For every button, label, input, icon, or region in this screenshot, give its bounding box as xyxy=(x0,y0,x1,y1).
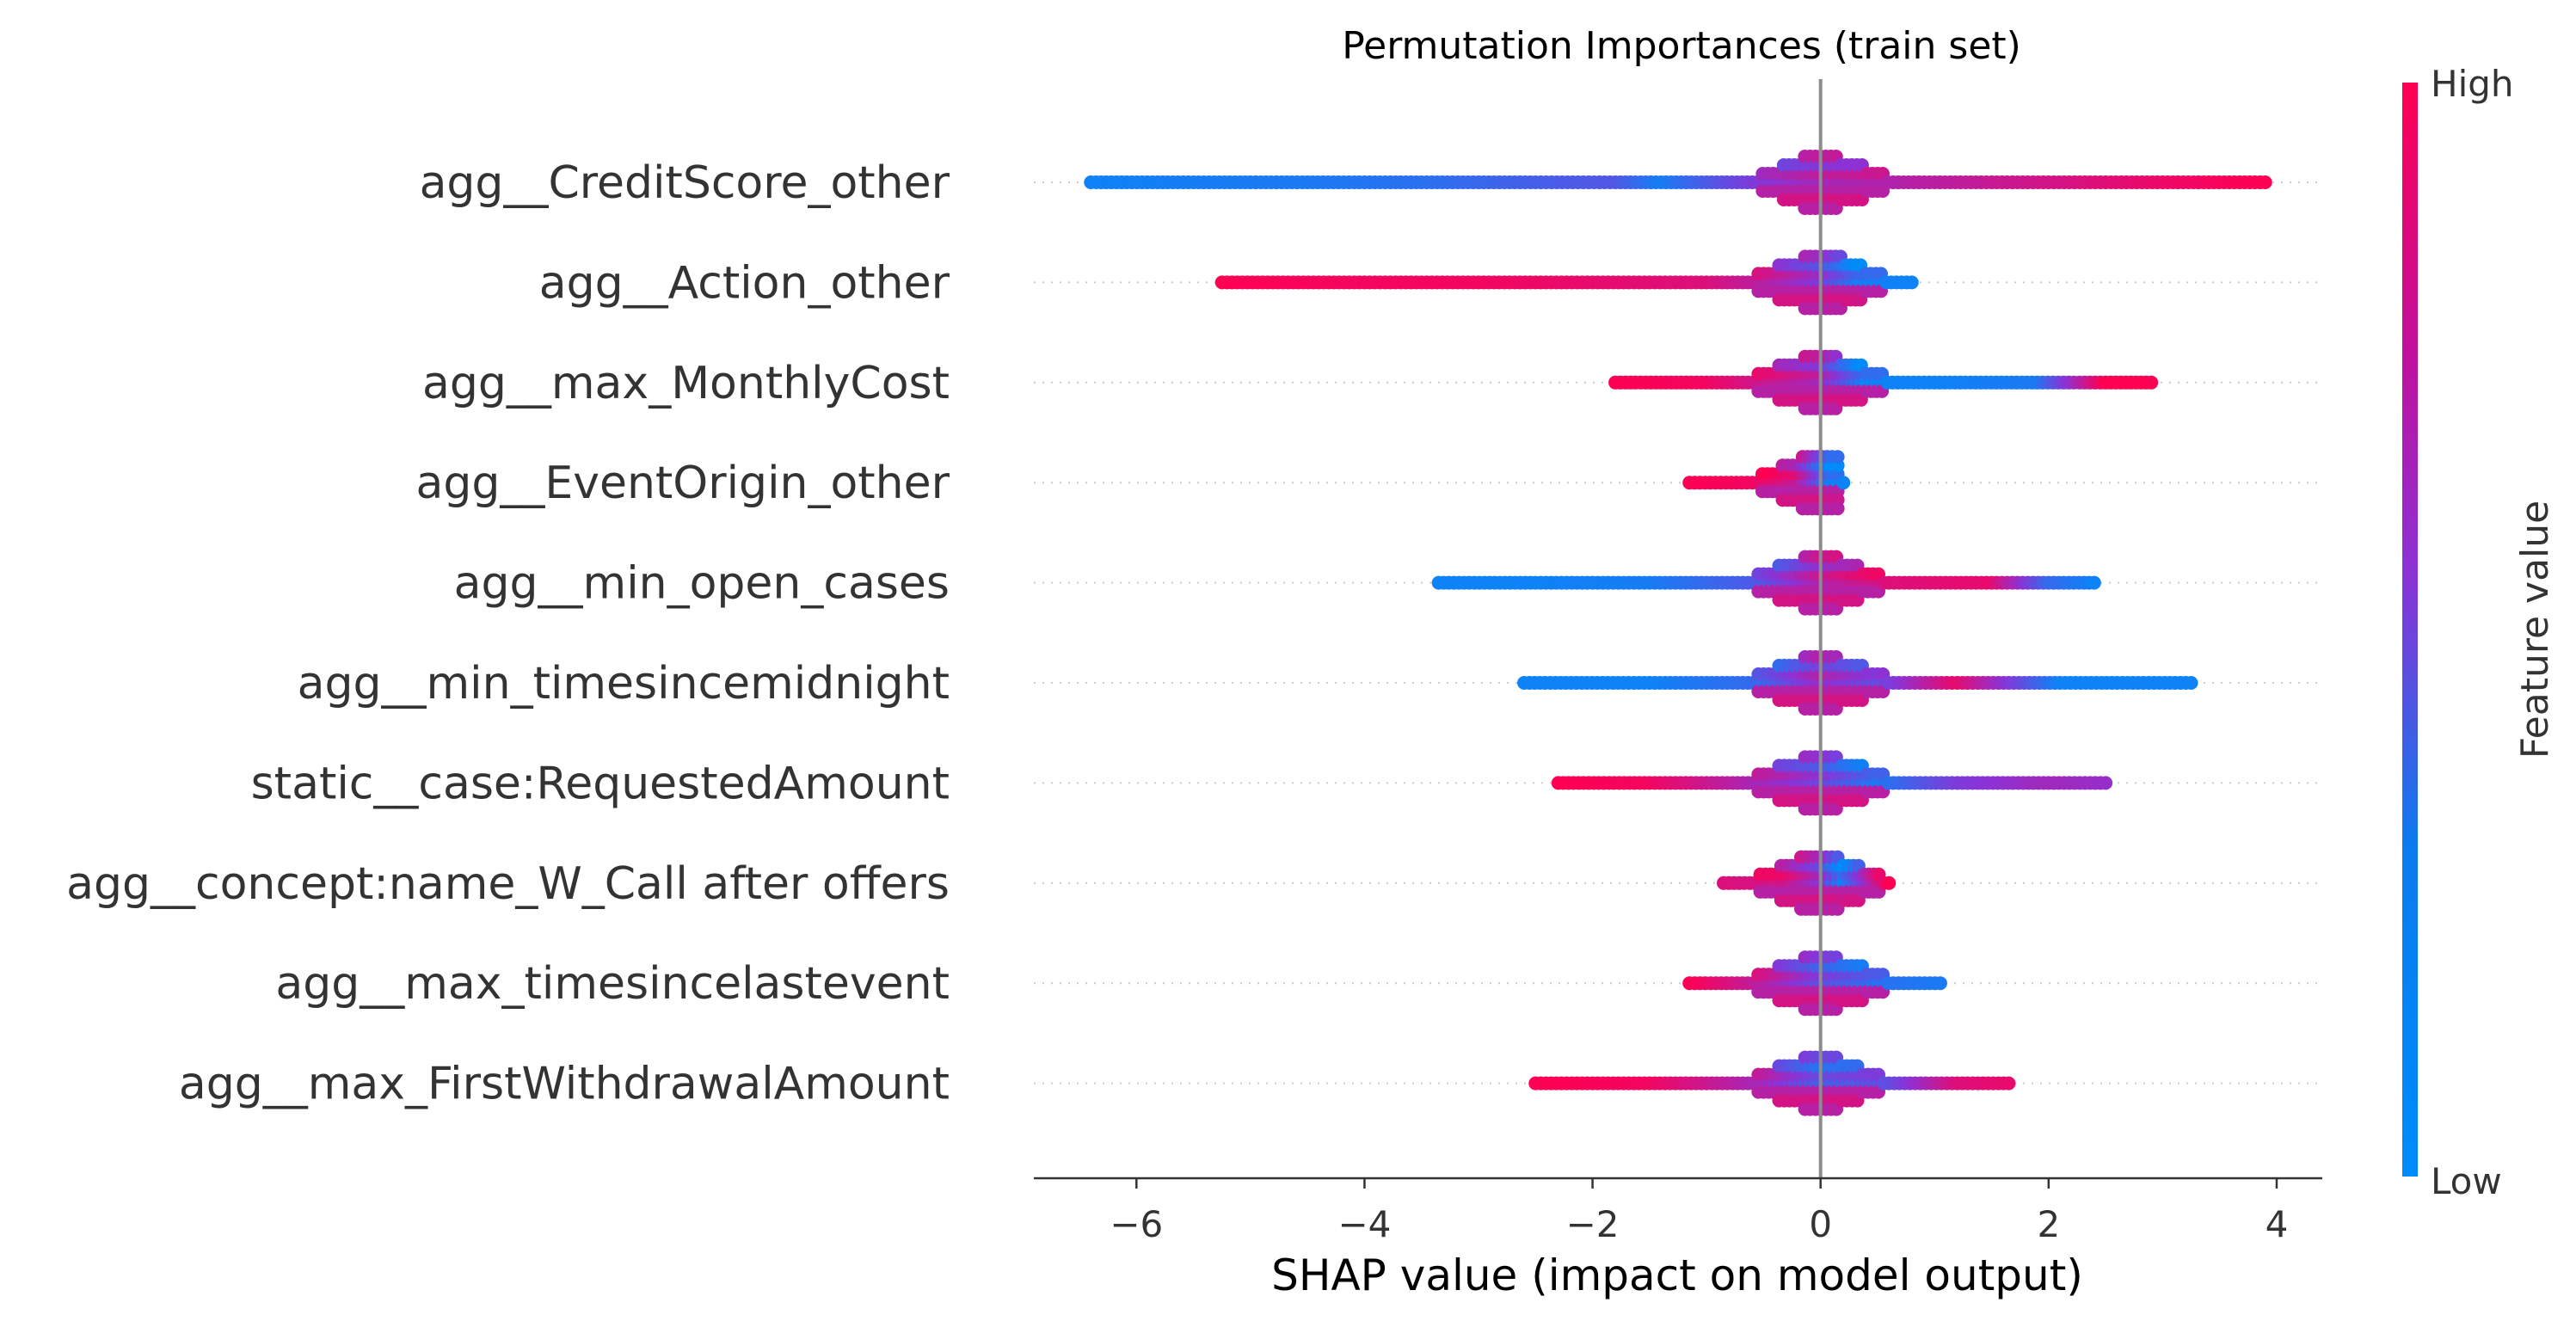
feature-row-points xyxy=(1717,850,1897,916)
x-tick-label: 0 xyxy=(1809,1203,1832,1245)
x-tick-label: −4 xyxy=(1337,1203,1391,1245)
feature-row-points xyxy=(1682,950,1947,1017)
x-tick-label: 4 xyxy=(2266,1203,2289,1245)
feature-row-points xyxy=(1608,349,2159,415)
feature-label: static__case:RequestedAmount xyxy=(251,758,950,809)
chart-title: Permutation Importances (train set) xyxy=(1342,24,2021,68)
shap-point xyxy=(1830,450,1845,464)
feature-label: agg__max_timesincelastevent xyxy=(275,958,950,1010)
feature-label: agg__EventOrigin_other xyxy=(415,458,950,509)
shap-point xyxy=(2258,175,2272,189)
feature-label: agg__max_MonthlyCost xyxy=(422,358,950,409)
shap-point xyxy=(1904,275,1919,290)
x-tick-label: −6 xyxy=(1110,1203,1163,1245)
feature-label: agg__min_timesincemidnight xyxy=(298,658,950,710)
feature-label: agg__Action_other xyxy=(539,257,950,309)
x-ticks: −6 −4 −2 0 2 4 xyxy=(1110,1178,2288,1245)
shap-point xyxy=(1882,876,1897,890)
shap-point xyxy=(2001,1076,2016,1091)
shap-point xyxy=(1836,476,1851,490)
feature-row-points xyxy=(1528,1050,2016,1116)
feature-label: agg__min_open_cases xyxy=(454,558,950,610)
feature-label: agg__CreditScore_other xyxy=(420,157,950,209)
shap-point xyxy=(2099,776,2113,790)
shap-point xyxy=(1830,501,1845,516)
colorbar xyxy=(2402,83,2418,1177)
colorbar-low-label: Low xyxy=(2431,1160,2502,1202)
shap-point xyxy=(2144,375,2159,390)
colorbar-high-label: High xyxy=(2431,63,2514,105)
feature-row-points xyxy=(1517,650,2198,716)
feature-labels: agg__CreditScore_other agg__Action_othera… xyxy=(66,157,950,1110)
feature-row-points xyxy=(1551,750,2113,816)
shap-point xyxy=(2087,575,2101,590)
feature-row-points xyxy=(1084,150,2272,215)
feature-label: agg__max_FirstWithdrawalAmount xyxy=(179,1059,950,1110)
feature-label: agg__concept:name_W_Call after offers xyxy=(66,858,950,910)
colorbar-title: Feature value xyxy=(2513,501,2557,759)
feature-row-points xyxy=(1214,249,1919,316)
shap-point xyxy=(1933,976,1947,991)
data-points xyxy=(1084,150,2272,1116)
feature-row-points xyxy=(1682,450,1851,516)
x-axis-label: SHAP value (impact on model output) xyxy=(1271,1250,2083,1300)
x-tick-label: 2 xyxy=(2037,1203,2060,1245)
x-tick-label: −2 xyxy=(1566,1203,1620,1245)
row-guides xyxy=(1034,181,2322,1084)
feature-row-points xyxy=(1431,550,2101,616)
shap-point xyxy=(2184,676,2198,690)
